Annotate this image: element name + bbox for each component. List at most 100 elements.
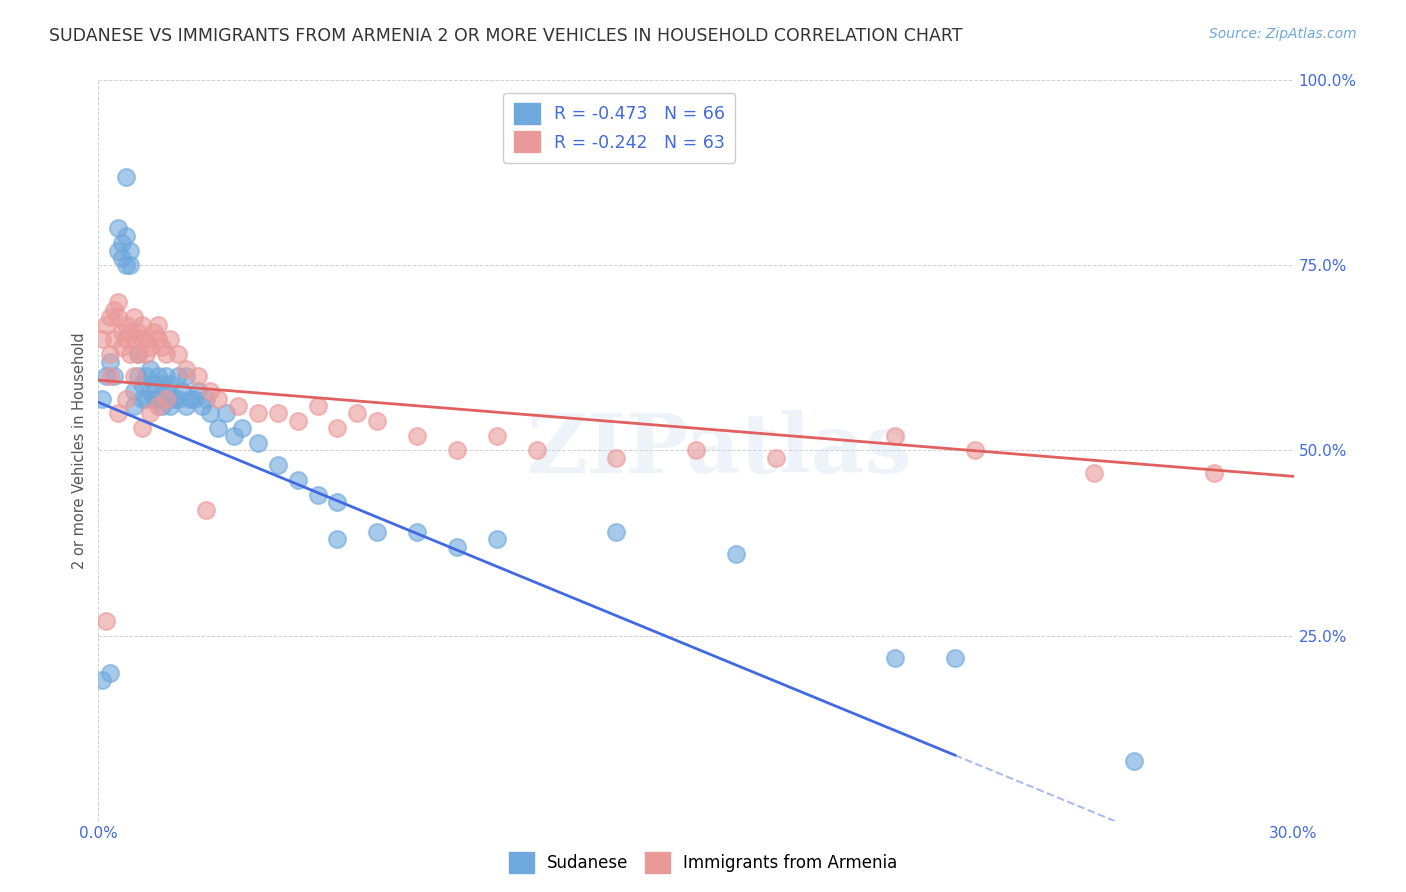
- Point: [148, 369, 170, 384]
- Point: [884, 428, 907, 442]
- Point: [307, 488, 329, 502]
- Point: [150, 399, 173, 413]
- Point: [485, 428, 508, 442]
- Point: [167, 347, 190, 361]
- Point: [195, 502, 218, 516]
- Point: [91, 392, 114, 406]
- Point: [98, 310, 122, 325]
- Point: [111, 251, 134, 265]
- Point: [174, 369, 197, 384]
- Point: [111, 236, 134, 251]
- Point: [943, 650, 966, 665]
- Point: [191, 399, 214, 413]
- Point: [207, 421, 229, 435]
- Point: [127, 325, 149, 339]
- Point: [724, 547, 747, 561]
- Point: [148, 392, 170, 406]
- Point: [174, 399, 197, 413]
- Point: [96, 318, 118, 332]
- Point: [246, 436, 269, 450]
- Point: [139, 384, 162, 399]
- Point: [127, 347, 149, 361]
- Point: [195, 392, 218, 406]
- Point: [98, 347, 122, 361]
- Text: Source: ZipAtlas.com: Source: ZipAtlas.com: [1209, 27, 1357, 41]
- Point: [115, 169, 138, 184]
- Point: [446, 443, 468, 458]
- Point: [135, 369, 157, 384]
- Legend: Sudanese, Immigrants from Armenia: Sudanese, Immigrants from Armenia: [502, 846, 904, 880]
- Y-axis label: 2 or more Vehicles in Household: 2 or more Vehicles in Household: [72, 332, 87, 569]
- Point: [150, 340, 173, 354]
- Point: [124, 399, 146, 413]
- Point: [120, 347, 142, 361]
- Point: [155, 347, 177, 361]
- Point: [139, 340, 162, 354]
- Point: [124, 332, 146, 346]
- Point: [124, 310, 146, 325]
- Point: [326, 495, 349, 509]
- Point: [107, 295, 129, 310]
- Text: ZIPatlas: ZIPatlas: [527, 410, 912, 491]
- Point: [115, 392, 138, 406]
- Point: [150, 376, 173, 391]
- Point: [179, 392, 201, 406]
- Point: [139, 362, 162, 376]
- Point: [222, 428, 245, 442]
- Point: [139, 407, 162, 421]
- Point: [96, 369, 118, 384]
- Point: [526, 443, 548, 458]
- Point: [884, 650, 907, 665]
- Point: [120, 325, 142, 339]
- Point: [143, 392, 166, 406]
- Point: [131, 421, 153, 435]
- Point: [159, 332, 181, 346]
- Point: [406, 428, 429, 442]
- Point: [174, 362, 197, 376]
- Point: [231, 421, 253, 435]
- Point: [287, 414, 309, 428]
- Point: [120, 244, 142, 258]
- Point: [148, 332, 170, 346]
- Point: [446, 540, 468, 554]
- Point: [163, 392, 186, 406]
- Point: [98, 369, 122, 384]
- Point: [267, 407, 290, 421]
- Point: [159, 376, 181, 391]
- Text: SUDANESE VS IMMIGRANTS FROM ARMENIA 2 OR MORE VEHICLES IN HOUSEHOLD CORRELATION : SUDANESE VS IMMIGRANTS FROM ARMENIA 2 OR…: [49, 27, 963, 45]
- Point: [167, 369, 190, 384]
- Point: [1202, 466, 1225, 480]
- Point: [148, 318, 170, 332]
- Point: [135, 332, 157, 346]
- Point: [207, 392, 229, 406]
- Point: [226, 399, 249, 413]
- Point: [143, 325, 166, 339]
- Point: [605, 450, 627, 465]
- Point: [307, 399, 329, 413]
- Point: [155, 369, 177, 384]
- Point: [111, 325, 134, 339]
- Point: [155, 384, 177, 399]
- Point: [107, 244, 129, 258]
- Point: [963, 443, 986, 458]
- Point: [1123, 755, 1146, 769]
- Point: [187, 369, 209, 384]
- Point: [215, 407, 238, 421]
- Point: [267, 458, 290, 473]
- Point: [172, 384, 194, 399]
- Point: [198, 407, 221, 421]
- Point: [96, 614, 118, 628]
- Point: [167, 392, 190, 406]
- Point: [131, 376, 153, 391]
- Point: [135, 347, 157, 361]
- Point: [120, 259, 142, 273]
- Point: [115, 259, 138, 273]
- Point: [326, 533, 349, 547]
- Point: [1083, 466, 1105, 480]
- Point: [127, 347, 149, 361]
- Point: [187, 384, 209, 399]
- Point: [131, 392, 153, 406]
- Point: [159, 399, 181, 413]
- Point: [148, 399, 170, 413]
- Point: [765, 450, 787, 465]
